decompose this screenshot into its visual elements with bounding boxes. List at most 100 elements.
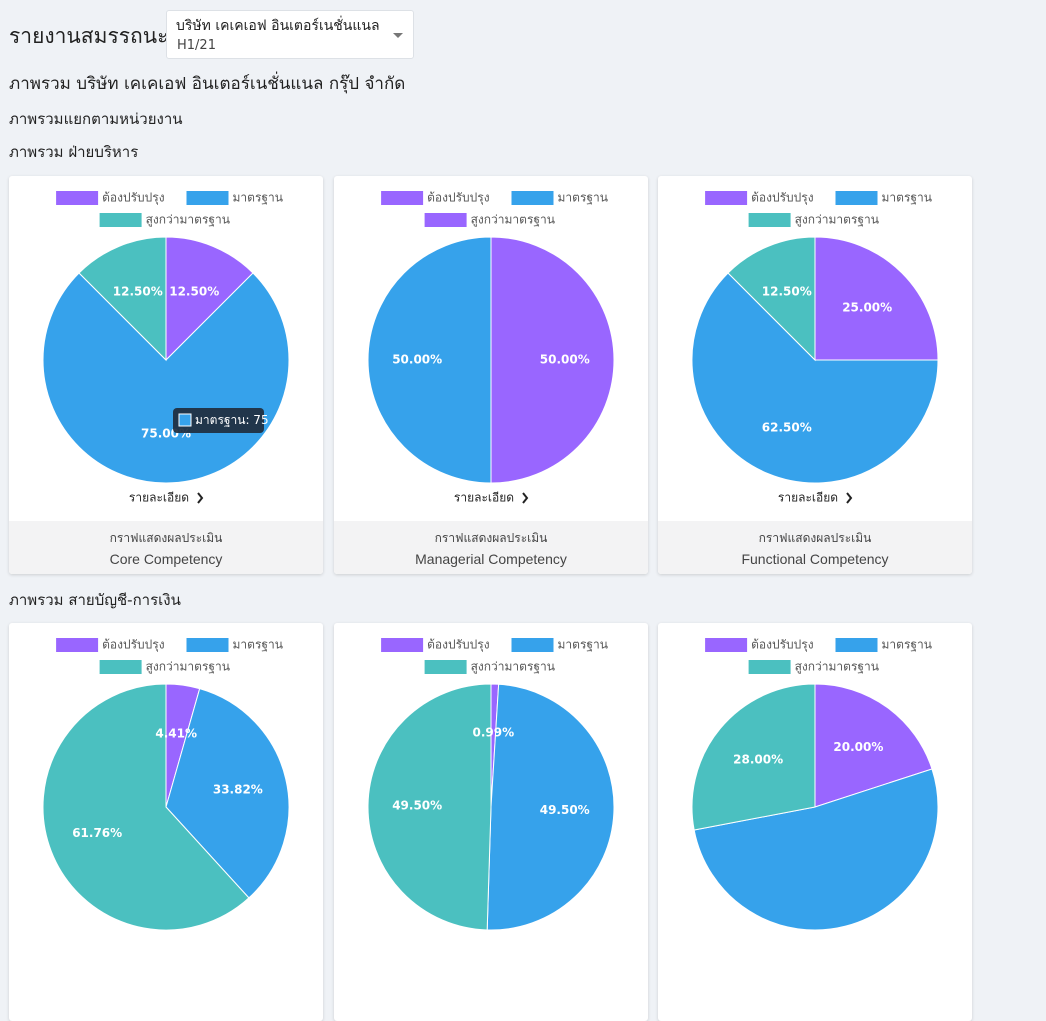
- detail-link[interactable]: รายละเอียด: [778, 491, 838, 505]
- slice-label: 4.41%: [155, 726, 197, 740]
- legend-label: สูงกว่ามาตรฐาน: [146, 660, 230, 675]
- section-title: ภาพรวม ฝ่ายบริหาร: [9, 143, 139, 161]
- card-footer: กราฟแสดงผลประเมิน Functional Competency: [658, 521, 972, 574]
- legend-swatch: [99, 660, 142, 674]
- slice-label: 50.00%: [392, 353, 442, 367]
- company-name: บริษัท เคเคเอฟ อินเตอร์เนชั่นแนล: [176, 18, 380, 34]
- legend-label: ต้องปรับปรุง: [427, 191, 489, 206]
- slice-label: 12.50%: [169, 284, 219, 298]
- legend-swatch: [381, 191, 424, 205]
- slice-label: 62.50%: [762, 421, 812, 435]
- legend-label: มาตรฐาน: [882, 191, 932, 205]
- legend-label: สูงกว่ามาตรฐาน: [146, 213, 230, 228]
- slice-label: 12.50%: [762, 284, 812, 298]
- legend-swatch: [424, 213, 467, 227]
- tooltip-swatch: [178, 413, 192, 427]
- pie-slice: [78, 236, 167, 362]
- legend-label: มาตรฐาน: [882, 638, 932, 652]
- slice-label: 49.50%: [540, 803, 590, 817]
- legend-swatch: [186, 191, 229, 205]
- legend-label: ต้องปรับปรุง: [102, 638, 164, 653]
- slice-label: 61.76%: [72, 826, 122, 840]
- slice-label: 20.00%: [833, 740, 883, 754]
- detail-link[interactable]: รายละเอียด: [129, 491, 189, 505]
- chart-card: ต้องปรับปรุง มาตรฐาน สูงกว่ามาตรฐาน 0.99% 49…: [334, 623, 648, 1021]
- footer-title: Functional Competency: [741, 551, 889, 567]
- tooltip-box: [173, 408, 264, 433]
- pie-slice: [727, 236, 816, 362]
- slice-label: 33.82%: [213, 783, 263, 797]
- legend-label: ต้องปรับปรุง: [751, 191, 813, 206]
- slice-label: 25.00%: [842, 300, 892, 314]
- tooltip-text: มาตรฐาน: 75: [195, 413, 269, 427]
- legend-swatch: [705, 638, 748, 652]
- slice-label: 28.00%: [733, 752, 783, 766]
- pie-slice: [490, 236, 615, 484]
- chart-card: ต้องปรับปรุง มาตรฐาน สูงกว่ามาตรฐาน 50.00% 5…: [334, 176, 648, 574]
- overview-title: ภาพรวม บริษัท เคเคเอฟ อินเตอร์เนชั่นแนล …: [9, 74, 406, 94]
- legend-label: ต้องปรับปรุง: [102, 191, 164, 206]
- card-footer: กราฟแสดงผลประเมิน Core Competency: [9, 521, 323, 574]
- chevron-icon: [522, 492, 529, 504]
- card-footer: กราฟแสดงผลประเมิน Managerial Competency: [334, 521, 648, 574]
- legend-swatch: [381, 638, 424, 652]
- chevron-icon: [846, 492, 853, 504]
- section-title: ภาพรวม สายบัญชี-การเงิน: [9, 591, 181, 609]
- legend-label: สูงกว่ามาตรฐาน: [795, 660, 879, 675]
- company-select[interactable]: บริษัท เคเคเอฟ อินเตอร์เนชั่นแนล H1/21: [166, 10, 414, 59]
- legend-label: สูงกว่ามาตรฐาน: [795, 213, 879, 228]
- page-title: รายงานสมรรถนะ: [9, 24, 169, 48]
- legend-swatch: [511, 638, 554, 652]
- pie-slice: [165, 236, 254, 362]
- legend-label: สูงกว่ามาตรฐาน: [471, 660, 555, 675]
- slice-label: 12.50%: [113, 284, 163, 298]
- page: รายงานสมรรถนะ บริษัท เคเคเอฟ อินเตอร์เนช…: [9, 10, 972, 1021]
- pie-slice: [814, 236, 939, 361]
- footer-title: Core Competency: [109, 551, 223, 567]
- legend-label: สูงกว่ามาตรฐาน: [471, 213, 555, 228]
- pie-chart: ต้องปรับปรุง มาตรฐานสูงกว่ามาตรฐาน12.50%7…: [42, 191, 290, 505]
- footer-title: Managerial Competency: [415, 551, 567, 567]
- period: H1/21: [177, 38, 216, 53]
- breakdown-title: ภาพรวมแยกตามหน่วยงาน: [9, 110, 183, 128]
- chevron-icon: [197, 492, 204, 504]
- legend-swatch: [748, 660, 791, 674]
- legend-label: มาตรฐาน: [558, 638, 608, 652]
- legend-label: มาตรฐาน: [558, 191, 608, 205]
- legend-label: ต้องปรับปรุง: [427, 638, 489, 653]
- legend-swatch: [99, 213, 142, 227]
- pie-slice: [367, 236, 492, 484]
- slice-label: 50.00%: [540, 353, 590, 367]
- chart-card: ต้องปรับปรุง มาตรฐาน สูงกว่ามาตรฐาน 12.50% 7…: [9, 176, 323, 574]
- legend-swatch: [56, 638, 99, 652]
- legend-label: ต้องปรับปรุง: [751, 638, 813, 653]
- slice-label: 49.50%: [392, 798, 442, 812]
- footer-caption: กราฟแสดงผลประเมิน: [434, 531, 548, 545]
- chart-card: ต้องปรับปรุง มาตรฐาน สูงกว่ามาตรฐาน 25.00% 6…: [658, 176, 972, 574]
- slice-label: 0.99%: [472, 726, 514, 740]
- pie-slice: [691, 272, 939, 484]
- detail-link[interactable]: รายละเอียด: [454, 491, 514, 505]
- legend-label: มาตรฐาน: [233, 638, 283, 652]
- chart-card: ต้องปรับปรุง มาตรฐาน สูงกว่ามาตรฐาน 20.00% 2…: [658, 623, 972, 1021]
- legend-swatch: [705, 191, 748, 205]
- legend-swatch: [424, 660, 467, 674]
- footer-caption: กราฟแสดงผลประเมิน: [109, 531, 223, 545]
- footer-caption: กราฟแสดงผลประเมิน: [758, 531, 872, 545]
- dropdown-arrow: [393, 33, 403, 38]
- legend-swatch: [835, 191, 878, 205]
- chart-card: ต้องปรับปรุง มาตรฐาน สูงกว่ามาตรฐาน 4.41% 33…: [9, 623, 323, 1021]
- legend-swatch: [748, 213, 791, 227]
- pie-slice: [814, 683, 933, 808]
- legend-swatch: [186, 638, 229, 652]
- legend-swatch: [835, 638, 878, 652]
- legend-label: มาตรฐาน: [233, 191, 283, 205]
- legend-swatch: [511, 191, 554, 205]
- legend-swatch: [56, 191, 99, 205]
- pie-slice: [691, 683, 816, 831]
